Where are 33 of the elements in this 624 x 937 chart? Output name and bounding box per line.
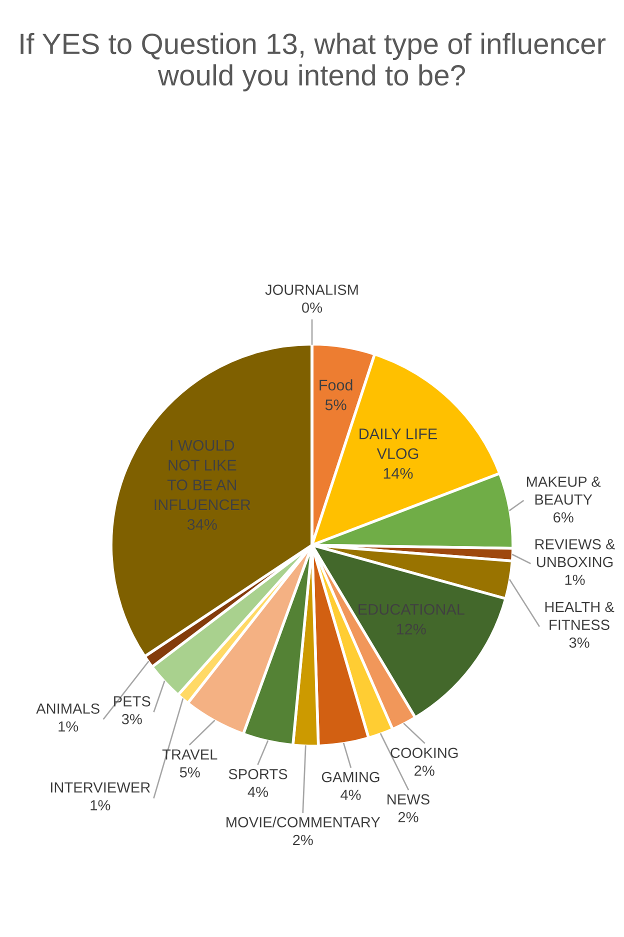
slice-label: GAMING [322, 772, 380, 782]
data-label: 1% [565, 574, 585, 585]
slice-label: MAKEUP & BEAUTY [526, 476, 601, 505]
data-label: 6% [554, 512, 574, 523]
slice-label: REVIEWS & UNBOXING [535, 539, 616, 568]
chart-title: If YES to Question 13, what type of influencer would you intend to be? [20, 32, 606, 92]
category-label: JOURNALISM [265, 284, 358, 295]
slice-label: I WOULD NOT LIKE TO BE AN INFLUENCER [154, 440, 250, 510]
data-label: 5% [180, 767, 200, 778]
slice-label: MOVIE/COMMENTARY [226, 816, 380, 828]
data-label: 5% [325, 400, 346, 410]
data-label: 2% [414, 766, 434, 776]
data-label: 3% [569, 637, 590, 648]
data-label: 2% [293, 834, 313, 846]
data-label: 2% [398, 812, 418, 822]
data-label: 34% [187, 519, 217, 530]
data-label: 1% [58, 721, 78, 732]
data-label: 4% [340, 790, 361, 800]
slice-label: HEALTH & FITNESS [545, 602, 614, 630]
slice-label: ANIMALS [36, 703, 100, 714]
slice-label: COOKING [390, 748, 458, 758]
slice-label: DAILY LIFE VLOG [360, 428, 437, 460]
slice-label: SPORTS [228, 768, 288, 780]
slice-label: Food [320, 379, 352, 390]
data-label: 4% [248, 786, 268, 798]
slice-label: TRAVEL [162, 749, 218, 760]
text: 0% [302, 302, 322, 313]
data-label: 1% [90, 800, 110, 810]
slice-label: PETS [114, 696, 150, 706]
slice-label: NEWS [388, 794, 430, 805]
data-label: 14% [384, 468, 413, 479]
data-label: 3% [122, 714, 142, 724]
slice-label: INTERVIEWER [50, 782, 150, 792]
